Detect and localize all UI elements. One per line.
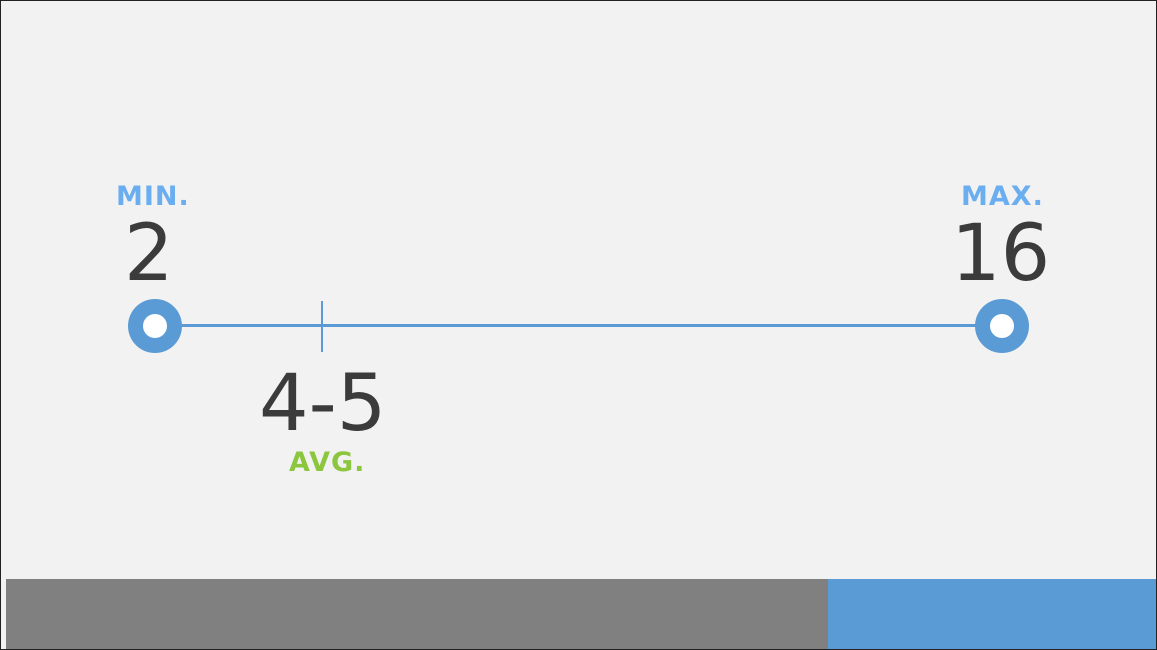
progress-bar-elapsed bbox=[6, 579, 828, 649]
max-handle-center bbox=[990, 314, 1014, 338]
min-value: 2 bbox=[124, 209, 174, 299]
min-handle[interactable] bbox=[128, 299, 182, 353]
average-value: 4-5 bbox=[259, 359, 387, 449]
max-handle[interactable] bbox=[975, 299, 1029, 353]
average-label: AVG. bbox=[289, 447, 366, 478]
progress-bar-remaining bbox=[828, 579, 1156, 649]
max-value: 16 bbox=[951, 209, 1051, 299]
range-track bbox=[156, 324, 1002, 327]
max-label: MAX. bbox=[961, 181, 1044, 212]
min-label: MIN. bbox=[116, 181, 190, 212]
min-handle-center bbox=[143, 314, 167, 338]
average-tick bbox=[321, 301, 323, 352]
